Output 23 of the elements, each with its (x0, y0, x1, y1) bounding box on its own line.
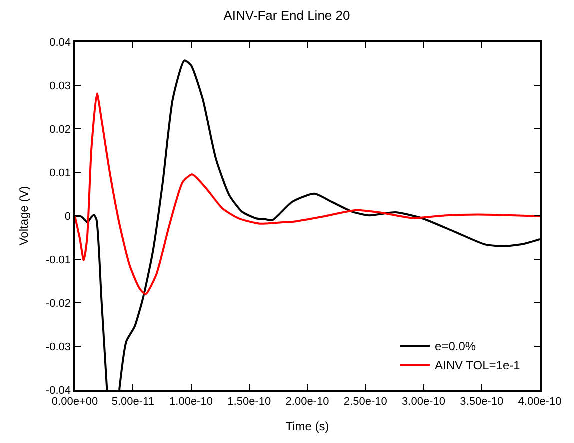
x-tick-label: 1.50e-10 (228, 396, 272, 408)
x-tick-label: 1.00e-10 (170, 396, 213, 408)
legend-label: AINV TOL=1e-1 (435, 358, 521, 373)
chart-title: AINV-Far End Line 20 (224, 8, 350, 24)
y-tick-label: 0.03 (50, 80, 72, 92)
x-tick-label: 3.00e-10 (402, 396, 446, 408)
y-tick-label: 0 (64, 210, 72, 223)
x-tick-label: 0.00e+00 (52, 396, 98, 408)
y-tick-label: -0.01 (46, 254, 72, 266)
y-tick-label: 0.04 (50, 36, 72, 49)
y-tick-label: 0.02 (50, 124, 72, 136)
x-tick-label: 3.50e-10 (460, 396, 504, 408)
x-tick-label: 5.00e-11 (112, 396, 154, 408)
x-tick-label: 2.50e-10 (344, 396, 388, 408)
y-tick-label: -0.03 (46, 341, 72, 354)
y-axis-title: Voltage (V) (16, 186, 31, 246)
x-tick-label: 2.00e-10 (286, 396, 330, 408)
x-axis-title: Time (s) (286, 419, 330, 434)
legend-label: e=0.0% (435, 340, 476, 354)
y-tick-label: -0.04 (46, 384, 72, 397)
y-tick-label: -0.02 (46, 298, 72, 310)
x-tick-label: 4.00e-10 (518, 396, 562, 408)
y-tick-label: 0.01 (50, 167, 72, 180)
